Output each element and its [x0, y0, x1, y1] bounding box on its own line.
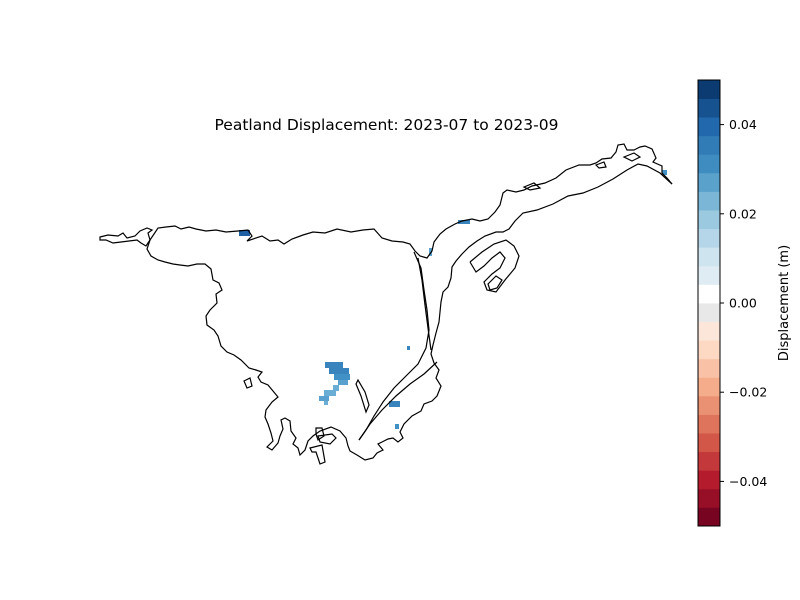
colorbar-label: Displacement (m) — [777, 245, 792, 361]
colorbar-level — [698, 284, 720, 304]
map-title: Peatland Displacement: 2023-07 to 2023-0… — [214, 116, 559, 134]
displacement-cell — [407, 346, 410, 350]
main-coastline — [149, 143, 673, 259]
river-channel — [358, 251, 430, 441]
islet — [243, 377, 253, 389]
colorbar-level — [698, 395, 720, 415]
displacement-cell — [324, 390, 336, 396]
islet — [522, 182, 542, 191]
colorbar-level — [698, 228, 720, 248]
colorbar-level — [698, 154, 720, 174]
colorbar-level — [698, 80, 720, 99]
river-channel — [358, 361, 438, 441]
main-coastline — [99, 227, 154, 247]
colorbar-level — [698, 303, 720, 322]
colorbar-level — [698, 135, 720, 155]
displacement-cell — [329, 368, 349, 374]
coastline — [99, 143, 673, 465]
colorbar-tick-label: 0.00 — [729, 296, 757, 311]
colorbar-level — [698, 191, 720, 211]
displacement-cell — [429, 248, 432, 256]
colorbar-level — [698, 377, 720, 397]
colorbar: 0.04 0.02 0.00 −0.02 −0.04 Displacement (m) — [697, 79, 792, 527]
colorbar-level — [698, 507, 720, 527]
jetty — [309, 444, 326, 465]
displacement-cell — [458, 220, 470, 224]
colorbar-swatches — [698, 80, 720, 527]
displacement-cell — [319, 396, 329, 401]
displacement-cell — [333, 385, 339, 391]
colorbar-ticks: 0.04 0.02 0.00 −0.02 −0.04 — [720, 117, 767, 489]
jetty — [315, 427, 325, 441]
displacement-pixels — [239, 170, 667, 429]
colorbar-level — [698, 451, 720, 471]
colorbar-tick-label: 0.02 — [729, 206, 757, 221]
colorbar-level — [698, 488, 720, 508]
colorbar-level — [698, 470, 720, 490]
colorbar-level — [698, 172, 720, 192]
displacement-cell — [395, 424, 399, 429]
displacement-cell — [389, 401, 400, 407]
islet — [594, 161, 607, 169]
inner-channel — [487, 275, 503, 291]
displacement-cell — [334, 374, 350, 380]
displacement-cell — [239, 230, 250, 236]
river-channel — [417, 257, 432, 351]
main-coastline — [146, 163, 673, 461]
colorbar-tick-label: −0.04 — [729, 474, 767, 489]
displacement-cell — [662, 170, 667, 175]
islet — [622, 152, 642, 162]
colorbar-level — [698, 414, 720, 434]
colorbar-level — [698, 358, 720, 378]
jetty — [317, 433, 337, 445]
displacement-cell — [325, 362, 343, 368]
displacement-cell — [324, 401, 328, 405]
colorbar-level — [698, 340, 720, 360]
colorbar-level — [698, 210, 720, 230]
colorbar-level — [698, 265, 720, 285]
colorbar-level — [698, 433, 720, 453]
inner-channel — [469, 239, 520, 293]
colorbar-level — [698, 321, 720, 341]
colorbar-level — [698, 247, 720, 267]
colorbar-tick-label: −0.02 — [729, 385, 767, 400]
colorbar-level — [698, 117, 720, 137]
colorbar-level — [698, 98, 720, 118]
displacement-cell — [338, 380, 348, 385]
colorbar-tick-label: 0.04 — [729, 117, 757, 132]
spit — [355, 378, 370, 414]
